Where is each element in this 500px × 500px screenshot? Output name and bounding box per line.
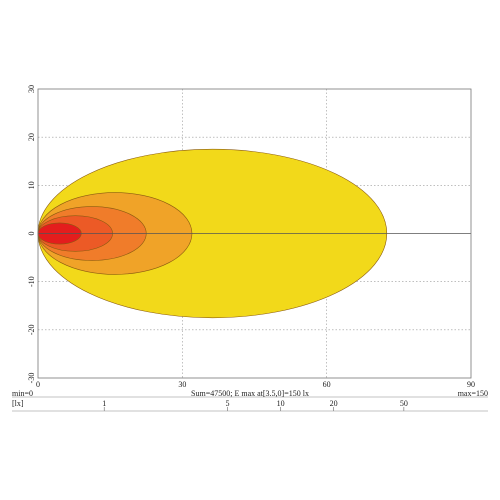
plot-frame bbox=[37, 88, 472, 379]
lux-scale-tick-label: 1 bbox=[102, 399, 106, 408]
max-value-label: max=150 bbox=[458, 389, 488, 398]
y-tick-label: 30 bbox=[27, 85, 36, 93]
x-tick-label: 60 bbox=[323, 380, 331, 389]
lux-scale-ticks: 1 5 10 20 50 bbox=[102, 399, 408, 411]
lux-scale-tick-label: 50 bbox=[400, 399, 408, 408]
lux-scale-tick-label: 20 bbox=[330, 399, 338, 408]
y-tick-label: -30 bbox=[27, 373, 36, 384]
y-tick-label: -10 bbox=[27, 276, 36, 287]
y-tick-label: 0 bbox=[27, 232, 36, 236]
y-tick-label: 20 bbox=[27, 133, 36, 141]
lux-scale-tick-label: 10 bbox=[277, 399, 285, 408]
summary-label: Sum=47500; E max at[3.5,0]=150 lx bbox=[191, 389, 309, 398]
x-tick-labels: 0 30 60 90 bbox=[36, 380, 475, 389]
y-tick-labels: 30 20 10 0 -10 -20 -30 bbox=[27, 85, 36, 383]
y-tick-label: 10 bbox=[27, 181, 36, 189]
x-tick-label: 90 bbox=[467, 380, 475, 389]
y-tick-label: -20 bbox=[27, 324, 36, 335]
x-tick-label: 30 bbox=[178, 380, 186, 389]
x-tick-label: 0 bbox=[36, 380, 40, 389]
min-value-label: min=0 bbox=[12, 389, 33, 398]
lux-scale-tick-label: 5 bbox=[225, 399, 229, 408]
lux-unit-label: [lx] bbox=[12, 399, 24, 408]
